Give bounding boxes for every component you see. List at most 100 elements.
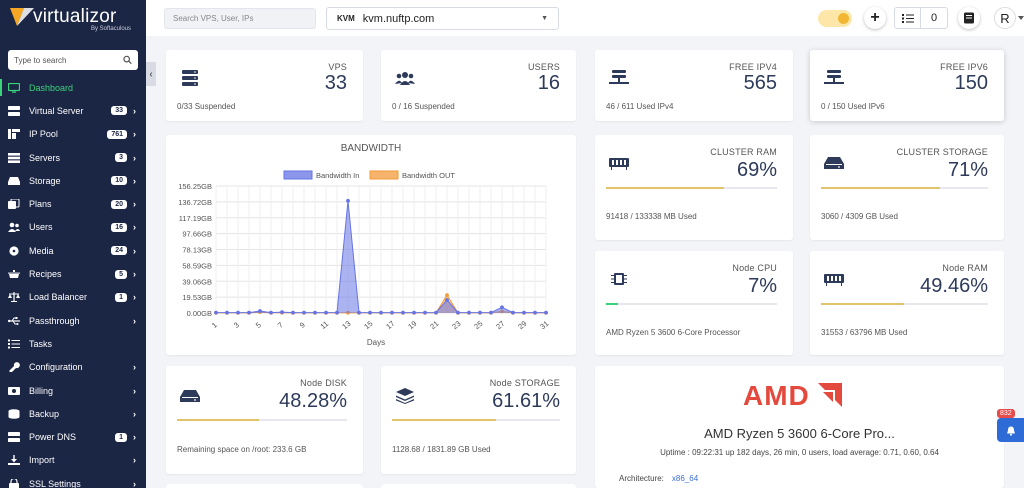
server-select[interactable]: KVM kvm.nuftp.com ▼	[326, 7, 559, 30]
card-title: CLUSTER RAM	[710, 147, 777, 157]
legend-label: Bandwidth In	[316, 171, 359, 180]
avatar-caret-icon[interactable]	[1018, 16, 1024, 20]
add-button[interactable]: +	[864, 7, 886, 29]
card-title: Node RAM	[942, 263, 988, 273]
card-cluster-ram[interactable]: CLUSTER RAM 69% 91418 / 133338 MB Used	[595, 135, 793, 240]
bandwidth-card: BANDWIDTH 0.00GB 19.53GB 39.06GB 58.59GB 78.…	[166, 135, 576, 355]
count-badge: 10	[111, 176, 127, 186]
data-point	[302, 310, 306, 315]
sidebar-item-ip-pool[interactable]: IP Pool 761 ›	[0, 123, 146, 146]
brand-logo[interactable]: virtualizor By Softaculous	[0, 0, 146, 36]
x-tick-label: 5	[254, 320, 263, 330]
sidebar-item-power-dns[interactable]: Power DNS 1 ›	[0, 425, 146, 448]
ip-icon	[8, 129, 20, 140]
card-foot: Remaining space on /root: 233.6 GB	[177, 445, 307, 454]
y-tick-label: 0.00GB	[187, 309, 212, 318]
sidebar-item-virtual-server[interactable]: Virtual Server 33 ›	[0, 99, 146, 122]
card-foot: 46 / 611 Used IPv4	[606, 102, 674, 111]
sidebar-item-recipes[interactable]: Recipes 5 ›	[0, 262, 146, 285]
sidebar-item-plans[interactable]: Plans 20 ›	[0, 192, 146, 215]
tasks-button[interactable]: 0	[894, 7, 948, 29]
data-point	[324, 310, 328, 315]
x-tick-label: 1	[210, 320, 219, 330]
sidebar-item-tasks[interactable]: Tasks	[0, 332, 146, 355]
tasks-icon	[8, 339, 20, 349]
data-point	[346, 198, 350, 203]
chevron-right-icon: ›	[133, 315, 136, 326]
data-point	[214, 310, 218, 315]
cpu-name: AMD Ryzen 5 3600 6-Core Pro...	[704, 426, 895, 441]
sidebar-item-dashboard[interactable]: Dashboard	[0, 76, 146, 99]
card-vps[interactable]: VPS 33 0/33 Suspended	[166, 50, 363, 121]
docs-button[interactable]	[958, 7, 980, 29]
card-value: 61.61%	[492, 390, 560, 412]
notification-button[interactable]: 832	[997, 409, 1024, 442]
progress-bar	[392, 419, 560, 421]
dns-icon	[8, 432, 20, 443]
sidebar-item-label: Billing	[29, 385, 54, 396]
chevron-right-icon: ›	[133, 129, 136, 140]
chevron-right-icon: ›	[133, 245, 136, 256]
data-point	[511, 310, 515, 315]
server-icon	[8, 105, 20, 116]
progress-fill	[392, 419, 496, 421]
card-partial	[381, 484, 576, 488]
sidebar-item-label: Users	[29, 222, 53, 233]
cpu-icon	[611, 273, 627, 285]
progress-bar	[821, 187, 988, 189]
server-host: kvm.nuftp.com	[362, 12, 435, 25]
data-point	[335, 310, 339, 315]
card-foot: 1128.68 / 1831.89 GB Used	[392, 445, 491, 454]
sidebar-item-passthrough[interactable]: Passthrough ›	[0, 309, 146, 332]
sidebar-item-label: IP Pool	[29, 129, 58, 140]
data-point	[445, 298, 449, 302]
global-search-input[interactable]	[173, 14, 307, 23]
sidebar-item-label: Backup	[29, 408, 60, 419]
chevron-right-icon: ›	[133, 105, 136, 116]
sidebar-item-import[interactable]: Import ›	[0, 449, 146, 472]
memory-icon	[824, 274, 844, 286]
data-point	[544, 310, 548, 315]
sidebar-collapse-button[interactable]: ‹	[146, 62, 156, 86]
sidebar-item-ssl-settings[interactable]: SSL Settings ›	[0, 472, 146, 488]
card-node-ram[interactable]: Node RAM 49.46% 31553 / 63796 MB Used	[810, 251, 1004, 355]
sidebar-item-media[interactable]: Media 24 ›	[0, 239, 146, 262]
sidebar-item-storage[interactable]: Storage 10 ›	[0, 169, 146, 192]
sidebar-item-load-balancer[interactable]: Load Balancer 1 ›	[0, 286, 146, 309]
sidebar-item-label: Servers	[29, 152, 61, 163]
card-value: 33	[324, 72, 347, 94]
sidebar-item-users[interactable]: Users 16 ›	[0, 216, 146, 239]
card-node-storage[interactable]: Node STORAGE 61.61% 1128.68 / 1831.89 GB…	[381, 366, 576, 474]
wrench-icon	[9, 362, 20, 373]
chevron-down-icon: ▼	[541, 15, 548, 22]
card-ipv6[interactable]: FREE IPV6 150 0 / 150 Used IPv6	[810, 50, 1004, 121]
sidebar-item-servers[interactable]: Servers 3 ›	[0, 146, 146, 169]
sidebar-item-billing[interactable]: Billing ›	[0, 379, 146, 402]
chevron-right-icon: ›	[133, 385, 136, 396]
card-title: FREE IPV6	[940, 62, 988, 72]
card-foot: 3060 / 4309 GB Used	[821, 212, 898, 221]
card-ipv4[interactable]: FREE IPV4 565 46 / 611 Used IPv4	[595, 50, 793, 121]
card-node-disk[interactable]: Node DISK 48.28% Remaining space on /roo…	[166, 366, 363, 474]
sidebar-search-input[interactable]	[14, 55, 123, 65]
card-partial	[166, 484, 363, 488]
card-node-cpu[interactable]: Node CPU 7% AMD Ryzen 5 3600 6-Core Proc…	[595, 251, 793, 355]
sidebar-item-configuration[interactable]: Configuration ›	[0, 356, 146, 379]
card-cluster-storage[interactable]: CLUSTER STORAGE 71% 3060 / 4309 GB Used	[810, 135, 1004, 240]
y-tick-label: 117.19GB	[179, 214, 212, 223]
sidebar-item-backup[interactable]: Backup ›	[0, 402, 146, 425]
data-point	[423, 310, 427, 315]
card-foot: 91418 / 133338 MB Used	[606, 212, 697, 221]
count-badge: 1	[115, 432, 127, 442]
theme-toggle[interactable]	[818, 10, 852, 27]
card-users[interactable]: USERS 16 0 / 16 Suspended	[381, 50, 576, 121]
disc-icon	[9, 246, 19, 256]
legend-label: Bandwidth OUT	[402, 171, 455, 180]
user-avatar[interactable]: R	[994, 7, 1016, 29]
sidebar-item-label: Virtual Server	[29, 105, 84, 116]
database-icon	[8, 408, 20, 419]
search-icon[interactable]	[123, 55, 132, 65]
sidebar-item-label: Plans	[29, 199, 52, 210]
card-title: USERS	[527, 62, 560, 72]
sun-icon	[838, 13, 849, 24]
